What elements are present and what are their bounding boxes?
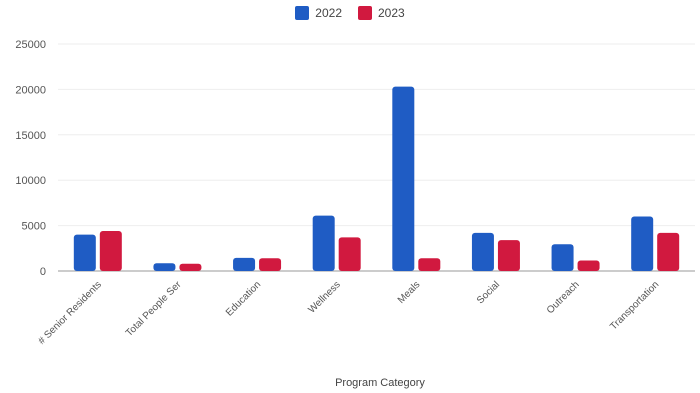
y-tick-label: 25000 bbox=[15, 39, 46, 51]
legend-item-2023[interactable]: 2023 bbox=[358, 6, 405, 20]
bar-2023-2[interactable] bbox=[259, 258, 282, 271]
x-tick-label: Meals bbox=[396, 279, 423, 306]
x-tick-label: # Senior Residents bbox=[36, 279, 104, 347]
bar-2023-4[interactable] bbox=[418, 258, 441, 271]
y-tick-label: 15000 bbox=[15, 130, 46, 142]
bar-2022-3[interactable] bbox=[312, 215, 335, 271]
y-tick-label: 10000 bbox=[15, 175, 46, 187]
bar-2022-4[interactable] bbox=[392, 86, 415, 272]
x-tick-label: Education bbox=[224, 279, 263, 318]
y-tick-label: 0 bbox=[40, 266, 46, 278]
y-tick-label: 5000 bbox=[22, 221, 46, 233]
legend-label-2023: 2023 bbox=[378, 6, 405, 20]
x-tick-label: Wellness bbox=[306, 279, 342, 315]
y-tick-label: 20000 bbox=[15, 84, 46, 96]
bar-2023-1[interactable] bbox=[179, 263, 202, 271]
x-tick-label: Outreach bbox=[545, 279, 582, 316]
bar-2022-2[interactable] bbox=[233, 257, 256, 271]
x-tick-label: Social bbox=[475, 279, 502, 306]
legend-label-2022: 2022 bbox=[315, 6, 342, 20]
x-tick-label: Total People Ser bbox=[124, 279, 184, 339]
bar-2023-6[interactable] bbox=[577, 260, 600, 271]
legend-swatch-2023 bbox=[358, 6, 372, 20]
bar-2023-5[interactable] bbox=[497, 240, 520, 271]
legend-swatch-2022 bbox=[295, 6, 310, 20]
x-axis-title: Program Category bbox=[335, 377, 425, 389]
x-axis-ticks: # Senior Residents Total People Ser Educat… bbox=[36, 279, 661, 347]
bar-2023-7[interactable] bbox=[657, 232, 680, 271]
legend-item-2022[interactable]: 2022 bbox=[295, 6, 342, 20]
x-tick-label: Transportation bbox=[608, 279, 661, 332]
bar-2022-0[interactable] bbox=[73, 234, 96, 271]
bar-2022-7[interactable] bbox=[631, 216, 654, 271]
bar-2023-3[interactable] bbox=[338, 237, 361, 271]
gridlines bbox=[58, 43, 695, 272]
bars bbox=[73, 86, 680, 272]
bar-2023-0[interactable] bbox=[99, 231, 122, 271]
legend: 2022 2023 bbox=[0, 6, 700, 20]
bar-2022-1[interactable] bbox=[153, 263, 176, 271]
bar-2022-5[interactable] bbox=[471, 232, 494, 271]
y-axis-ticks: 0 5000 10000 15000 20000 25000 bbox=[15, 39, 46, 278]
bar-2022-6[interactable] bbox=[551, 244, 574, 271]
